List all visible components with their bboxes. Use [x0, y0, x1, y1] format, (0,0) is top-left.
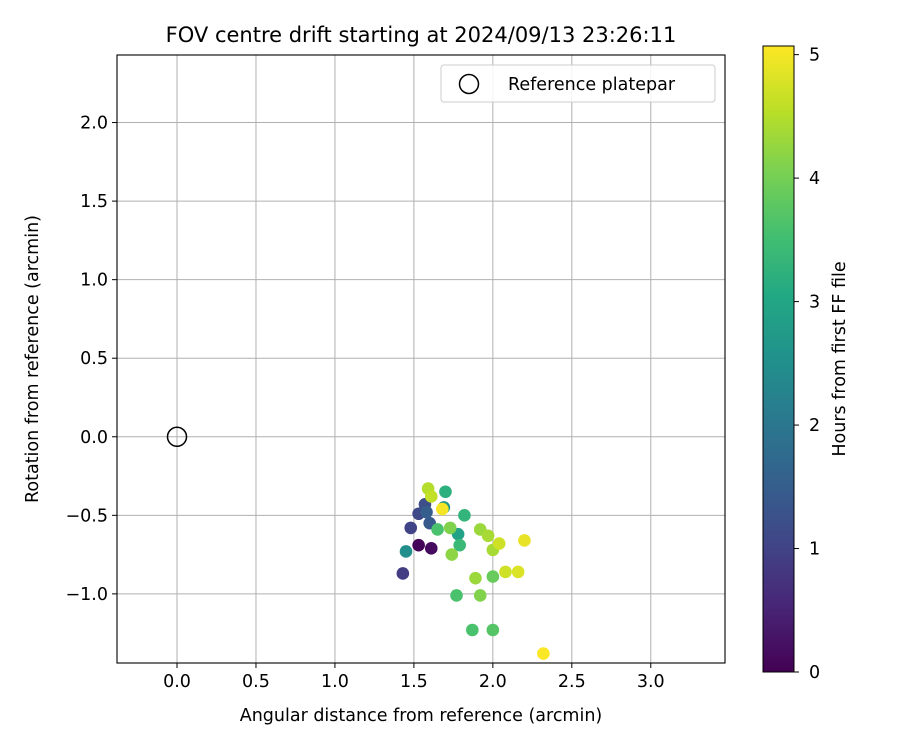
data-point [443, 521, 457, 535]
y-tick-label: −1.0 [66, 585, 109, 605]
x-tick-label: 1.5 [400, 672, 428, 692]
data-point [466, 623, 479, 637]
x-tick-label: 0.5 [242, 672, 270, 692]
x-tick-label: 0.0 [163, 672, 191, 692]
reference-platepar-marker [166, 426, 188, 448]
data-point [481, 529, 495, 543]
data-point [439, 485, 452, 499]
data-point [499, 565, 512, 579]
reference-layer [166, 426, 188, 448]
data-point [420, 505, 433, 519]
colorbar-label: Hours from first FF file [830, 261, 850, 456]
data-point [431, 523, 444, 536]
plot-frame [116, 54, 726, 664]
data-point [537, 647, 550, 660]
x-tick-label: 2.0 [479, 672, 507, 692]
data-point [492, 537, 506, 550]
x-tick-label: 1.0 [321, 672, 349, 692]
data-point [453, 538, 466, 552]
data-point [404, 521, 418, 535]
colorbar-tick-label: 3 [809, 293, 820, 313]
data-point [469, 571, 482, 585]
data-point [396, 567, 410, 580]
data-point [473, 589, 487, 602]
data-point [511, 565, 525, 579]
data-point [450, 589, 463, 602]
y-tick-label: 1.5 [80, 192, 108, 212]
legend-box [440, 64, 716, 103]
y-tick-label: −0.5 [66, 506, 109, 526]
data-point [458, 509, 471, 522]
colorbar-tick-label: 2 [809, 416, 820, 436]
y-tick-label: 1.0 [80, 271, 108, 291]
x-tick-label: 3.0 [637, 672, 665, 692]
colorbar-tick-label: 4 [809, 169, 820, 189]
x-tick-label: 2.5 [558, 672, 586, 692]
chart-title: FOV centre drift starting at 2024/09/13 … [166, 23, 677, 47]
x-axis-label: Angular distance from reference (arcmin) [240, 706, 603, 726]
x-axis: 0.0 0.5 1.0 1.5 2.0 2.5 3.0 [163, 663, 665, 692]
scatter-series [396, 482, 550, 660]
colorbar-tick-label: 5 [809, 46, 820, 66]
colorbar-gradient [762, 45, 795, 673]
y-tick-label: 0.0 [80, 428, 108, 448]
data-point [486, 623, 500, 637]
data-point [486, 570, 500, 583]
data-point [399, 545, 413, 558]
grid [117, 55, 725, 663]
legend-label-reference: Reference platepar [508, 75, 676, 95]
colorbar-tick-label: 0 [809, 663, 820, 683]
legend-marker-reference [458, 73, 480, 95]
colorbar: 0 1 2 3 4 5 Hours from first FF file [762, 45, 850, 683]
colorbar-tick-label: 1 [809, 540, 820, 560]
legend: Reference platepar [440, 64, 716, 103]
y-tick-label: 0.5 [80, 349, 108, 369]
data-point [445, 548, 459, 561]
data-point [436, 502, 449, 516]
colorbar-ticks: 0 1 2 3 4 5 [794, 46, 820, 683]
data-point [424, 542, 438, 555]
y-tick-label: 2.0 [80, 114, 108, 134]
data-point [518, 534, 531, 547]
data-point [412, 538, 425, 552]
y-axis-label: Rotation from reference (arcmin) [23, 215, 43, 503]
y-axis: −1.0 −0.5 0.0 0.5 1.0 1.5 2.0 [66, 114, 117, 605]
data-point [424, 490, 438, 503]
